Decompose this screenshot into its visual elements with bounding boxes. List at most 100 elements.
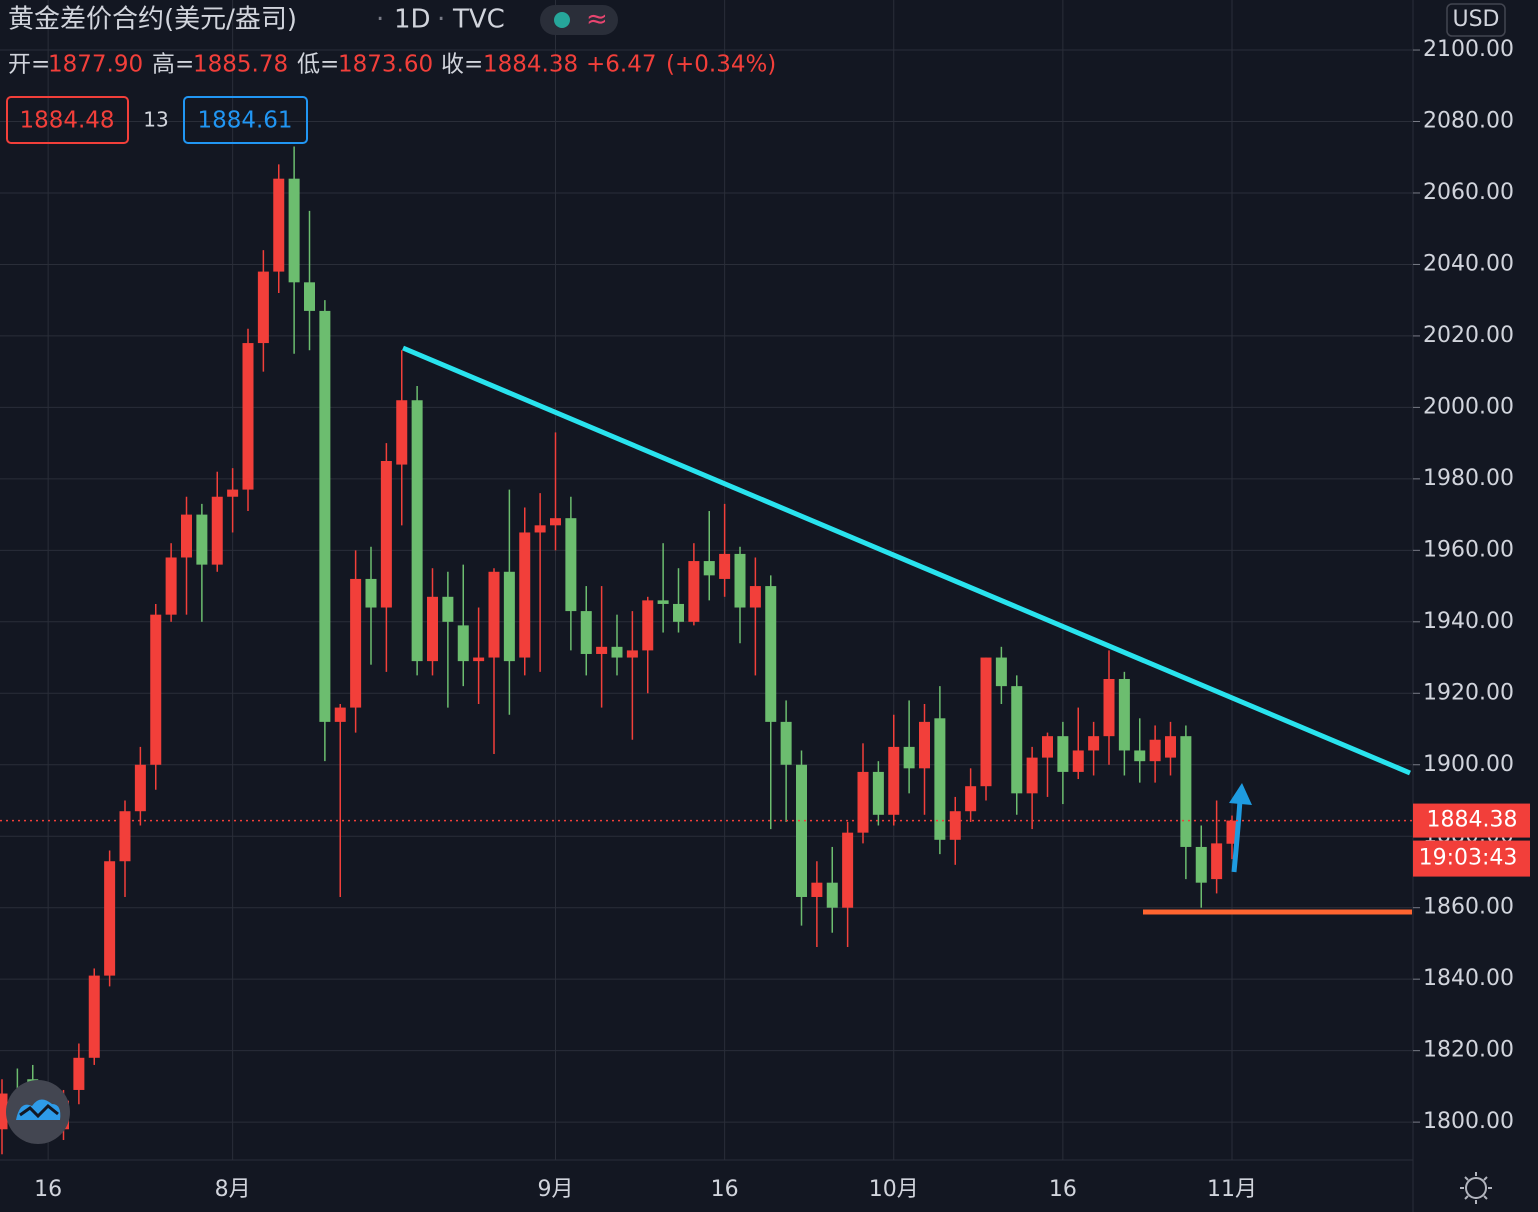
candle-body (380, 460, 392, 608)
y-tick-label: 1840.00 (1423, 966, 1514, 991)
logo-line (19, 1103, 59, 1119)
candle-body (980, 657, 992, 787)
candle-body (1134, 750, 1146, 762)
candle-body (1103, 678, 1115, 737)
price-axis: 1800.001820.001840.001860.001880.001900.… (34, 37, 1514, 1202)
candle-body (857, 771, 869, 833)
x-tick-label: 16 (711, 1177, 739, 1202)
countdown: 19:03:43 (1419, 846, 1518, 871)
candle-body (396, 400, 408, 465)
x-tick-label: 10月 (869, 1177, 919, 1202)
candle-body (811, 882, 823, 897)
candle-body (196, 514, 208, 565)
y-tick-label: 1820.00 (1423, 1038, 1514, 1063)
candle-body (842, 832, 854, 908)
x-tick-label: 8月 (215, 1177, 251, 1202)
candle-body (1226, 820, 1238, 844)
source: TVC (452, 5, 505, 35)
last-price-label: 1884.38 (1427, 808, 1518, 833)
candle-body (1118, 678, 1130, 751)
settings-icon-teeth (1460, 1172, 1492, 1204)
logo-cloud (16, 1099, 61, 1120)
candle-body (642, 600, 654, 651)
ohlc-value: 1885.78 (193, 52, 288, 78)
x-tick-label: 9月 (538, 1177, 574, 1202)
candle-body (580, 611, 592, 654)
candle-body (826, 882, 838, 908)
candle-body (1072, 750, 1084, 772)
y-tick-label: 1960.00 (1423, 537, 1514, 562)
candle-body (227, 489, 239, 497)
candle-body (780, 721, 792, 765)
candle-body (1180, 736, 1192, 847)
y-tick-label: 1980.00 (1423, 466, 1514, 491)
candle-body (888, 746, 900, 815)
ohlc-value: 1873.60 (338, 52, 433, 78)
candle-body (1165, 736, 1176, 758)
y-tick-label: 1800.00 (1423, 1109, 1514, 1134)
candle-body (150, 614, 162, 765)
candle-body (673, 603, 684, 622)
buy-button[interactable] (183, 96, 308, 144)
y-tick-label: 1920.00 (1423, 680, 1514, 705)
candle-body (365, 578, 377, 608)
candle-body (1149, 739, 1161, 762)
candle-body (134, 764, 146, 812)
y-tick-label: 1940.00 (1423, 609, 1514, 634)
wave-icon: ≈ (586, 5, 608, 35)
separator: · (376, 5, 384, 35)
change: +6.47 (586, 52, 656, 78)
candle-body (626, 650, 638, 658)
candle-body (703, 561, 715, 576)
candle-body (534, 525, 546, 533)
candle-body (934, 718, 946, 840)
ohlc-value: 1877.90 (48, 52, 143, 78)
market-open-dot (554, 12, 570, 28)
candle-body (242, 343, 254, 490)
ohlc-label: 低= (297, 52, 339, 78)
ohlc-value: 1884.38 (483, 52, 578, 78)
settings-icon[interactable] (1465, 1177, 1487, 1199)
candle-body (411, 400, 423, 662)
candle-body (765, 586, 777, 722)
candle-body (565, 518, 577, 612)
candle-body (1088, 736, 1100, 751)
candle-body (211, 496, 223, 565)
candle-body (288, 178, 300, 283)
y-tick-label: 2040.00 (1423, 251, 1514, 276)
ask: 1884.61 (197, 108, 292, 134)
arrow (1231, 799, 1243, 873)
candles (0, 146, 1238, 1155)
candle-body (319, 310, 331, 722)
candle-body (796, 764, 807, 897)
candle-body (1211, 843, 1223, 880)
candle-body (1195, 846, 1207, 883)
y-tick-label: 2000.00 (1423, 394, 1514, 419)
candle-body (457, 625, 469, 662)
x-tick-label: 16 (34, 1177, 62, 1202)
currency-button[interactable] (1446, 3, 1506, 37)
ohlc-label: 开= (8, 52, 50, 78)
candle-body (165, 557, 177, 615)
candle-body (73, 1057, 85, 1090)
y-tick-label: 2100.00 (1423, 37, 1514, 62)
candle-body (427, 596, 438, 662)
candle-body (0, 1093, 8, 1130)
sell-button[interactable] (6, 96, 129, 144)
x-tick-label: 16 (1049, 1177, 1077, 1202)
grid (0, 0, 1413, 1160)
candle-body (1026, 757, 1038, 794)
candle-body (995, 657, 1007, 687)
arrow-head (1229, 783, 1252, 805)
candle-body (596, 646, 608, 654)
candle-body (1057, 736, 1069, 772)
change-pct: (+0.34%) (666, 52, 776, 78)
candle-body (88, 975, 100, 1058)
y-tick-label: 2060.00 (1423, 180, 1514, 205)
candle-body (611, 646, 623, 658)
last-price: 1884.38 19:03:43 (0, 803, 1530, 877)
candle-body (550, 518, 561, 526)
candle-body (334, 707, 346, 722)
candle-body (519, 532, 531, 658)
